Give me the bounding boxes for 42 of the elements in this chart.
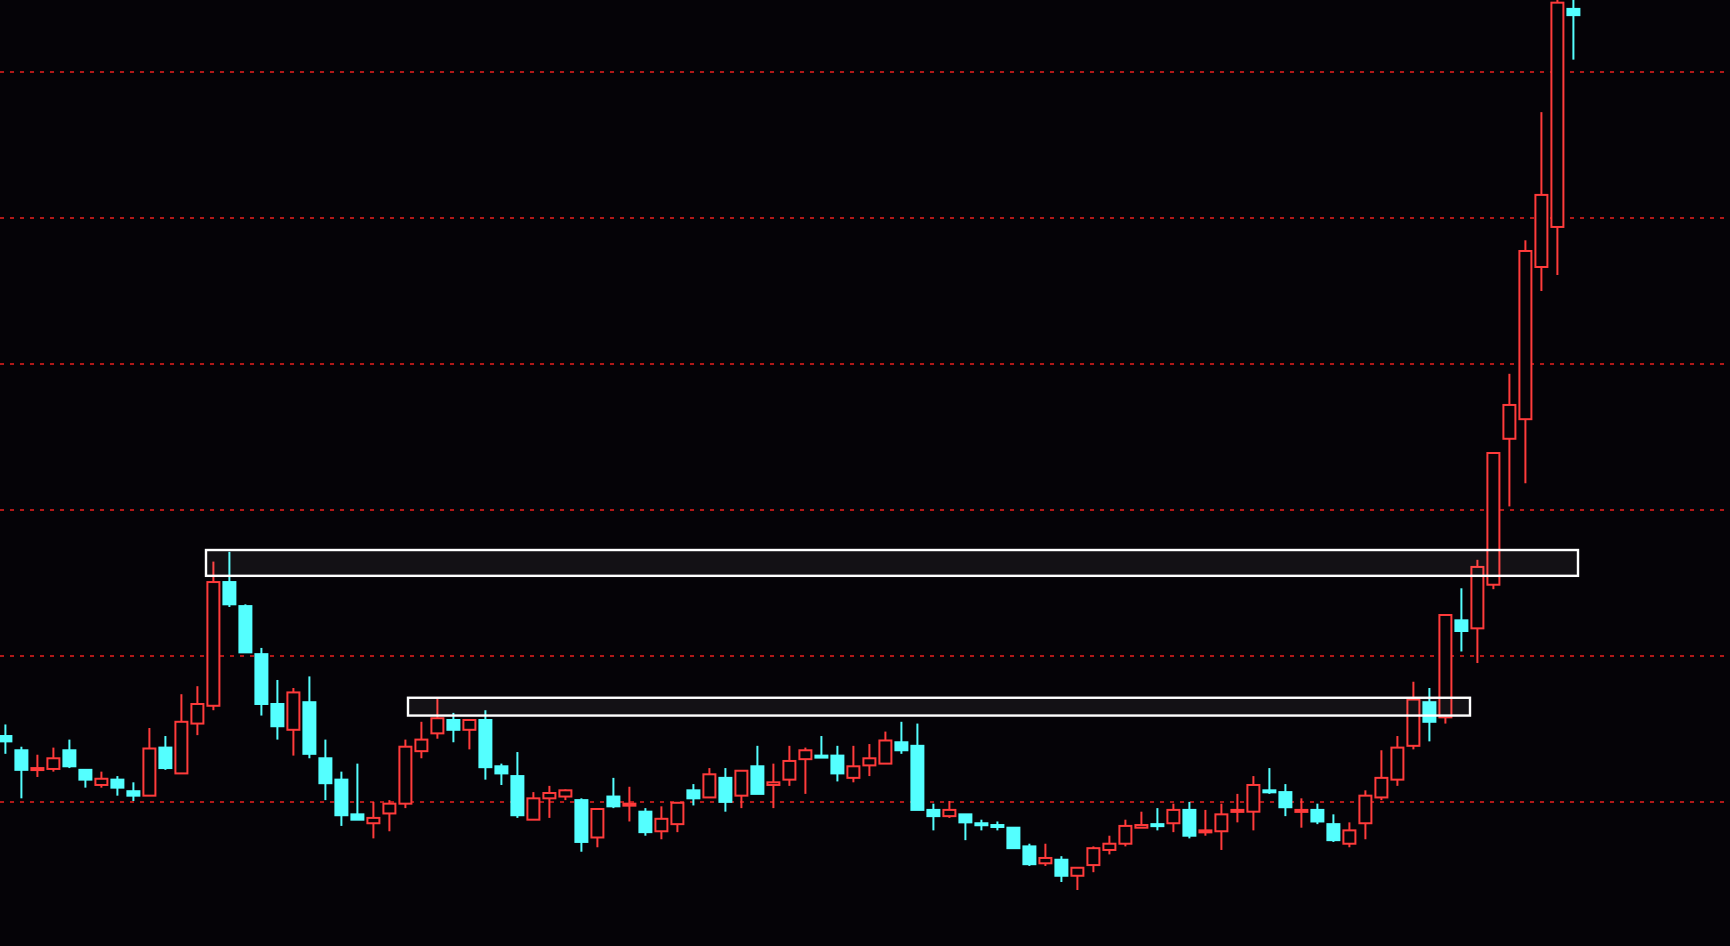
candlestick xyxy=(14,745,29,800)
candlestick xyxy=(1310,802,1325,826)
candlestick xyxy=(638,807,653,837)
candlestick xyxy=(1182,800,1197,840)
candlestick xyxy=(798,746,813,795)
candlestick xyxy=(1342,821,1357,849)
candlestick xyxy=(590,808,605,849)
candlestick xyxy=(446,711,461,744)
candlestick xyxy=(1070,866,1085,891)
candlestick xyxy=(702,767,717,799)
candlestick xyxy=(1454,587,1469,653)
candlestick xyxy=(510,751,525,819)
candlestick xyxy=(750,744,765,795)
candlestick xyxy=(1422,686,1437,743)
candlestick xyxy=(366,800,381,840)
candlestick xyxy=(622,785,637,823)
candlestick xyxy=(1038,842,1053,867)
candlestick xyxy=(430,697,445,740)
candlestick xyxy=(62,738,77,770)
candlestick xyxy=(462,719,477,751)
candlestick xyxy=(1150,807,1165,832)
candlestick xyxy=(1294,797,1309,829)
candlestick xyxy=(766,762,781,810)
candlestick xyxy=(1054,855,1069,883)
candlestick xyxy=(1326,813,1341,843)
candlestick xyxy=(782,744,797,787)
candlestick xyxy=(1566,0,1581,61)
candlestick xyxy=(1406,680,1421,751)
candlestick xyxy=(158,735,173,771)
candlestick xyxy=(286,686,301,757)
candlestick xyxy=(686,783,701,807)
candlestick xyxy=(606,776,621,810)
candlestick xyxy=(734,769,749,810)
candlestick xyxy=(126,781,141,802)
candlestick xyxy=(574,797,589,853)
candlestick xyxy=(718,767,733,813)
candlestick xyxy=(110,775,125,797)
candlestick xyxy=(222,550,237,608)
candlestick xyxy=(0,723,13,755)
candlestick xyxy=(238,603,253,654)
candlestick xyxy=(1166,802,1181,834)
candlestick xyxy=(142,727,157,797)
